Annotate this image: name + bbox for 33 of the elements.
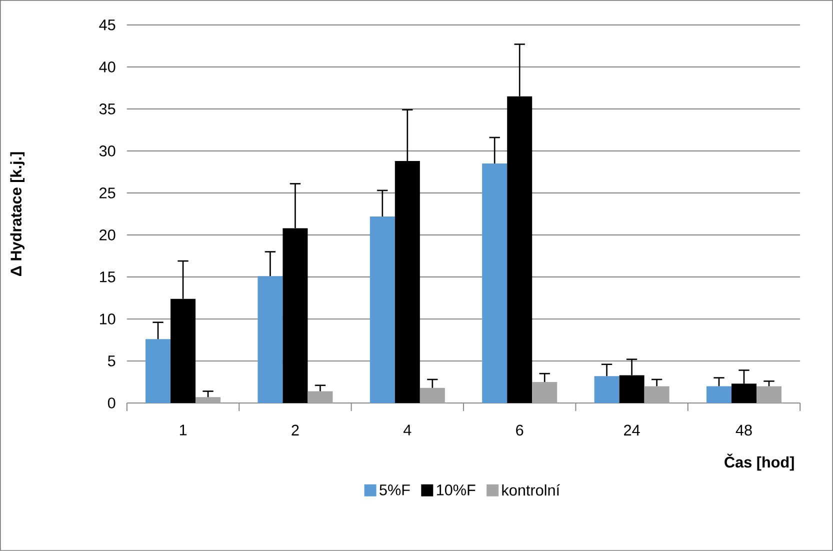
y-tick-label: 20 [100, 230, 116, 240]
legend-label: kontrolní [502, 484, 560, 496]
bar [532, 382, 558, 404]
bar [756, 386, 782, 404]
bar [644, 386, 670, 404]
bar [146, 339, 171, 404]
x-tick-label: 4 [404, 424, 412, 436]
x-tick-label: 6 [516, 424, 524, 436]
y-tick-label: 45 [99, 20, 116, 30]
bar [594, 376, 620, 404]
x-tick-label: 2 [292, 424, 299, 436]
x-tick-label: 24 [624, 424, 640, 436]
x-tick-label: 1 [180, 424, 187, 436]
bar [258, 276, 283, 404]
y-tick-label: 0 [108, 398, 116, 408]
y-axis-title: Δ Hydratace [k.j.] [10, 152, 25, 276]
y-tick-label: 10 [100, 314, 116, 324]
bar [308, 391, 333, 404]
y-tick-label: 5 [108, 356, 116, 366]
bar [370, 216, 395, 404]
bar [482, 164, 508, 404]
y-tick-label: 40 [99, 62, 116, 72]
x-axis-title: Čas [hod] [724, 454, 794, 471]
bar [196, 397, 221, 404]
y-tick-label: 25 [100, 188, 116, 198]
y-tick-label: 30 [99, 146, 116, 156]
bar [420, 388, 445, 404]
y-tick-label: 35 [99, 104, 116, 114]
y-tick-label: 15 [100, 272, 116, 282]
x-tick-label: 48 [736, 424, 752, 436]
legend-label: 10%F [437, 484, 476, 496]
legend-label: 5%F [380, 484, 410, 496]
bar [706, 386, 732, 404]
